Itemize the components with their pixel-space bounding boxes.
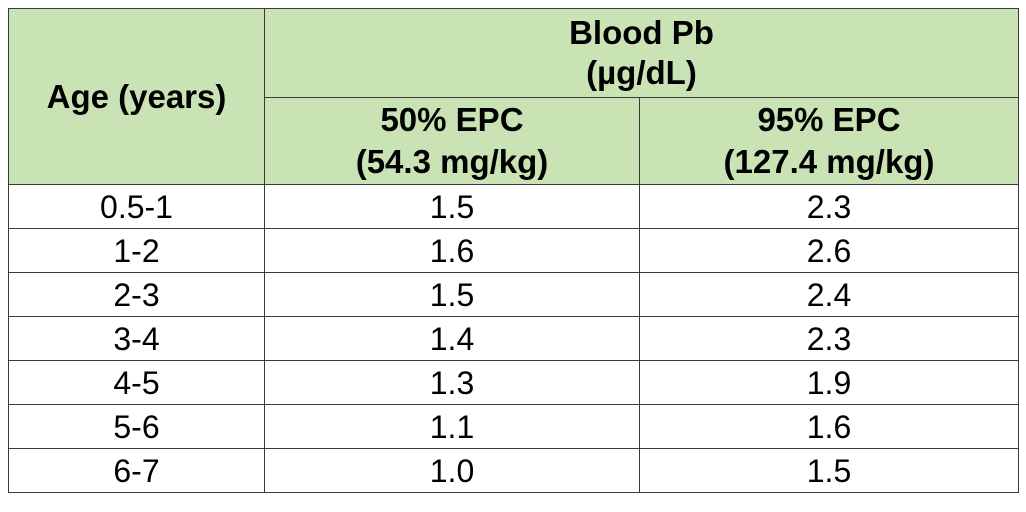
table-body: 0.5-1 1.5 2.3 1-2 1.6 2.6 2-3 1.5 2.4 3-… [8, 184, 1019, 493]
epc-95-cell: 2.4 [639, 272, 1019, 317]
epc-95-column-header: 95% EPC (127.4 mg/kg) [639, 97, 1019, 185]
table-row: 6-7 1.0 1.5 [8, 448, 1019, 493]
epc-50-cell: 1.0 [264, 448, 640, 493]
age-cell: 3-4 [8, 316, 265, 361]
epc-50-cell: 1.5 [264, 184, 640, 229]
age-cell: 6-7 [8, 448, 265, 493]
age-cell: 4-5 [8, 360, 265, 405]
epc-50-cell: 1.1 [264, 404, 640, 449]
epc-95-cell: 1.6 [639, 404, 1019, 449]
epc-50-title: 50% EPC [380, 101, 524, 138]
epc-95-cell: 2.3 [639, 316, 1019, 361]
blood-pb-group-title: Blood Pb [569, 14, 714, 51]
table-row: 3-4 1.4 2.3 [8, 316, 1019, 361]
epc-50-cell: 1.4 [264, 316, 640, 361]
table-row: 0.5-1 1.5 2.3 [8, 184, 1019, 229]
blood-pb-group-header: Blood Pb (µg/dL) [264, 8, 1019, 98]
table-row: 5-6 1.1 1.6 [8, 404, 1019, 449]
age-cell: 0.5-1 [8, 184, 265, 229]
age-column-header-label: Age (years) [46, 77, 227, 115]
age-cell: 5-6 [8, 404, 265, 449]
header-row-sub: 50% EPC (54.3 mg/kg) 95% EPC (127.4 mg/k… [9, 97, 1019, 185]
age-cell: 1-2 [8, 228, 265, 273]
epc-95-title: 95% EPC [757, 101, 901, 138]
table-row: 2-3 1.5 2.4 [8, 272, 1019, 317]
blood-pb-table: Age (years) Blood Pb (µg/dL) 50% EPC (54… [8, 8, 1019, 493]
epc-95-cell: 2.3 [639, 184, 1019, 229]
epc-95-cell: 1.9 [639, 360, 1019, 405]
epc-50-cell: 1.6 [264, 228, 640, 273]
blood-pb-group-unit: (µg/dL) [586, 54, 697, 91]
epc-95-cell: 2.6 [639, 228, 1019, 273]
age-column-header: Age (years) [8, 8, 265, 185]
epc-50-concentration: (54.3 mg/kg) [355, 143, 549, 180]
epc-95-cell: 1.5 [639, 448, 1019, 493]
epc-50-cell: 1.3 [264, 360, 640, 405]
age-cell: 2-3 [8, 272, 265, 317]
table-row: 4-5 1.3 1.9 [8, 360, 1019, 405]
header-row-group: Age (years) Blood Pb (µg/dL) [8, 8, 1019, 185]
epc-50-cell: 1.5 [264, 272, 640, 317]
epc-50-column-header: 50% EPC (54.3 mg/kg) [264, 97, 640, 185]
epc-95-concentration: (127.4 mg/kg) [723, 143, 935, 180]
table-row: 1-2 1.6 2.6 [8, 228, 1019, 273]
